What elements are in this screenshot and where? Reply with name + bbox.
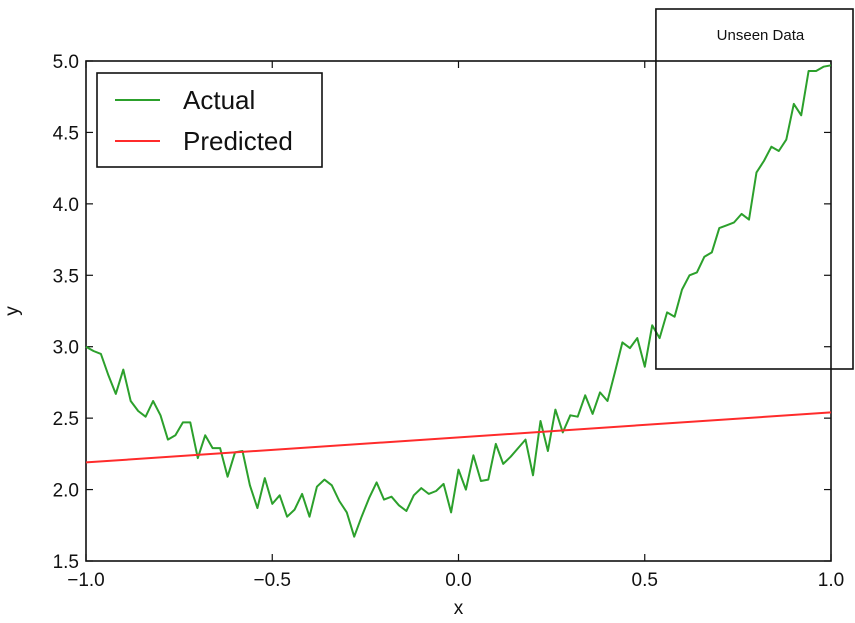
y-tick-label: 5.0 xyxy=(53,52,79,73)
axis-tick-labels: −1.0 −0.5 0.0 0.5 1.0 1.5 2.0 2.5 3.0 3.5 4.0 4.5 5.… xyxy=(53,52,845,591)
y-tick-label: 3.0 xyxy=(53,338,79,359)
x-tick-label: 1.0 xyxy=(818,570,844,591)
legend-box xyxy=(96,72,323,168)
x-tick-label: −0.5 xyxy=(253,570,291,591)
y-tick-label: 1.5 xyxy=(53,552,79,573)
series-layer xyxy=(85,64,832,538)
legend: Actual Predicted xyxy=(96,72,323,168)
x-tick-label: −1.0 xyxy=(67,570,105,591)
y-tick-label: 2.5 xyxy=(53,409,79,430)
legend-entry-predicted: Predicted xyxy=(183,126,293,156)
axis-ticks xyxy=(85,60,832,562)
x-tick-label: 0.0 xyxy=(445,570,471,591)
y-tick-label: 4.5 xyxy=(53,123,79,144)
x-axis-label: x xyxy=(454,598,464,619)
y-tick-label: 3.5 xyxy=(53,266,79,287)
y-axis-label: y xyxy=(2,306,23,316)
series-line-actual xyxy=(85,64,832,538)
unseen-data-label: Unseen Data xyxy=(717,27,805,44)
series-line-predicted xyxy=(85,411,832,464)
x-tick-label: 0.5 xyxy=(632,570,658,591)
y-tick-label: 4.0 xyxy=(53,195,79,216)
y-tick-label: 2.0 xyxy=(53,481,79,502)
unseen-data-box xyxy=(655,8,854,370)
legend-entry-actual: Actual xyxy=(183,85,255,115)
